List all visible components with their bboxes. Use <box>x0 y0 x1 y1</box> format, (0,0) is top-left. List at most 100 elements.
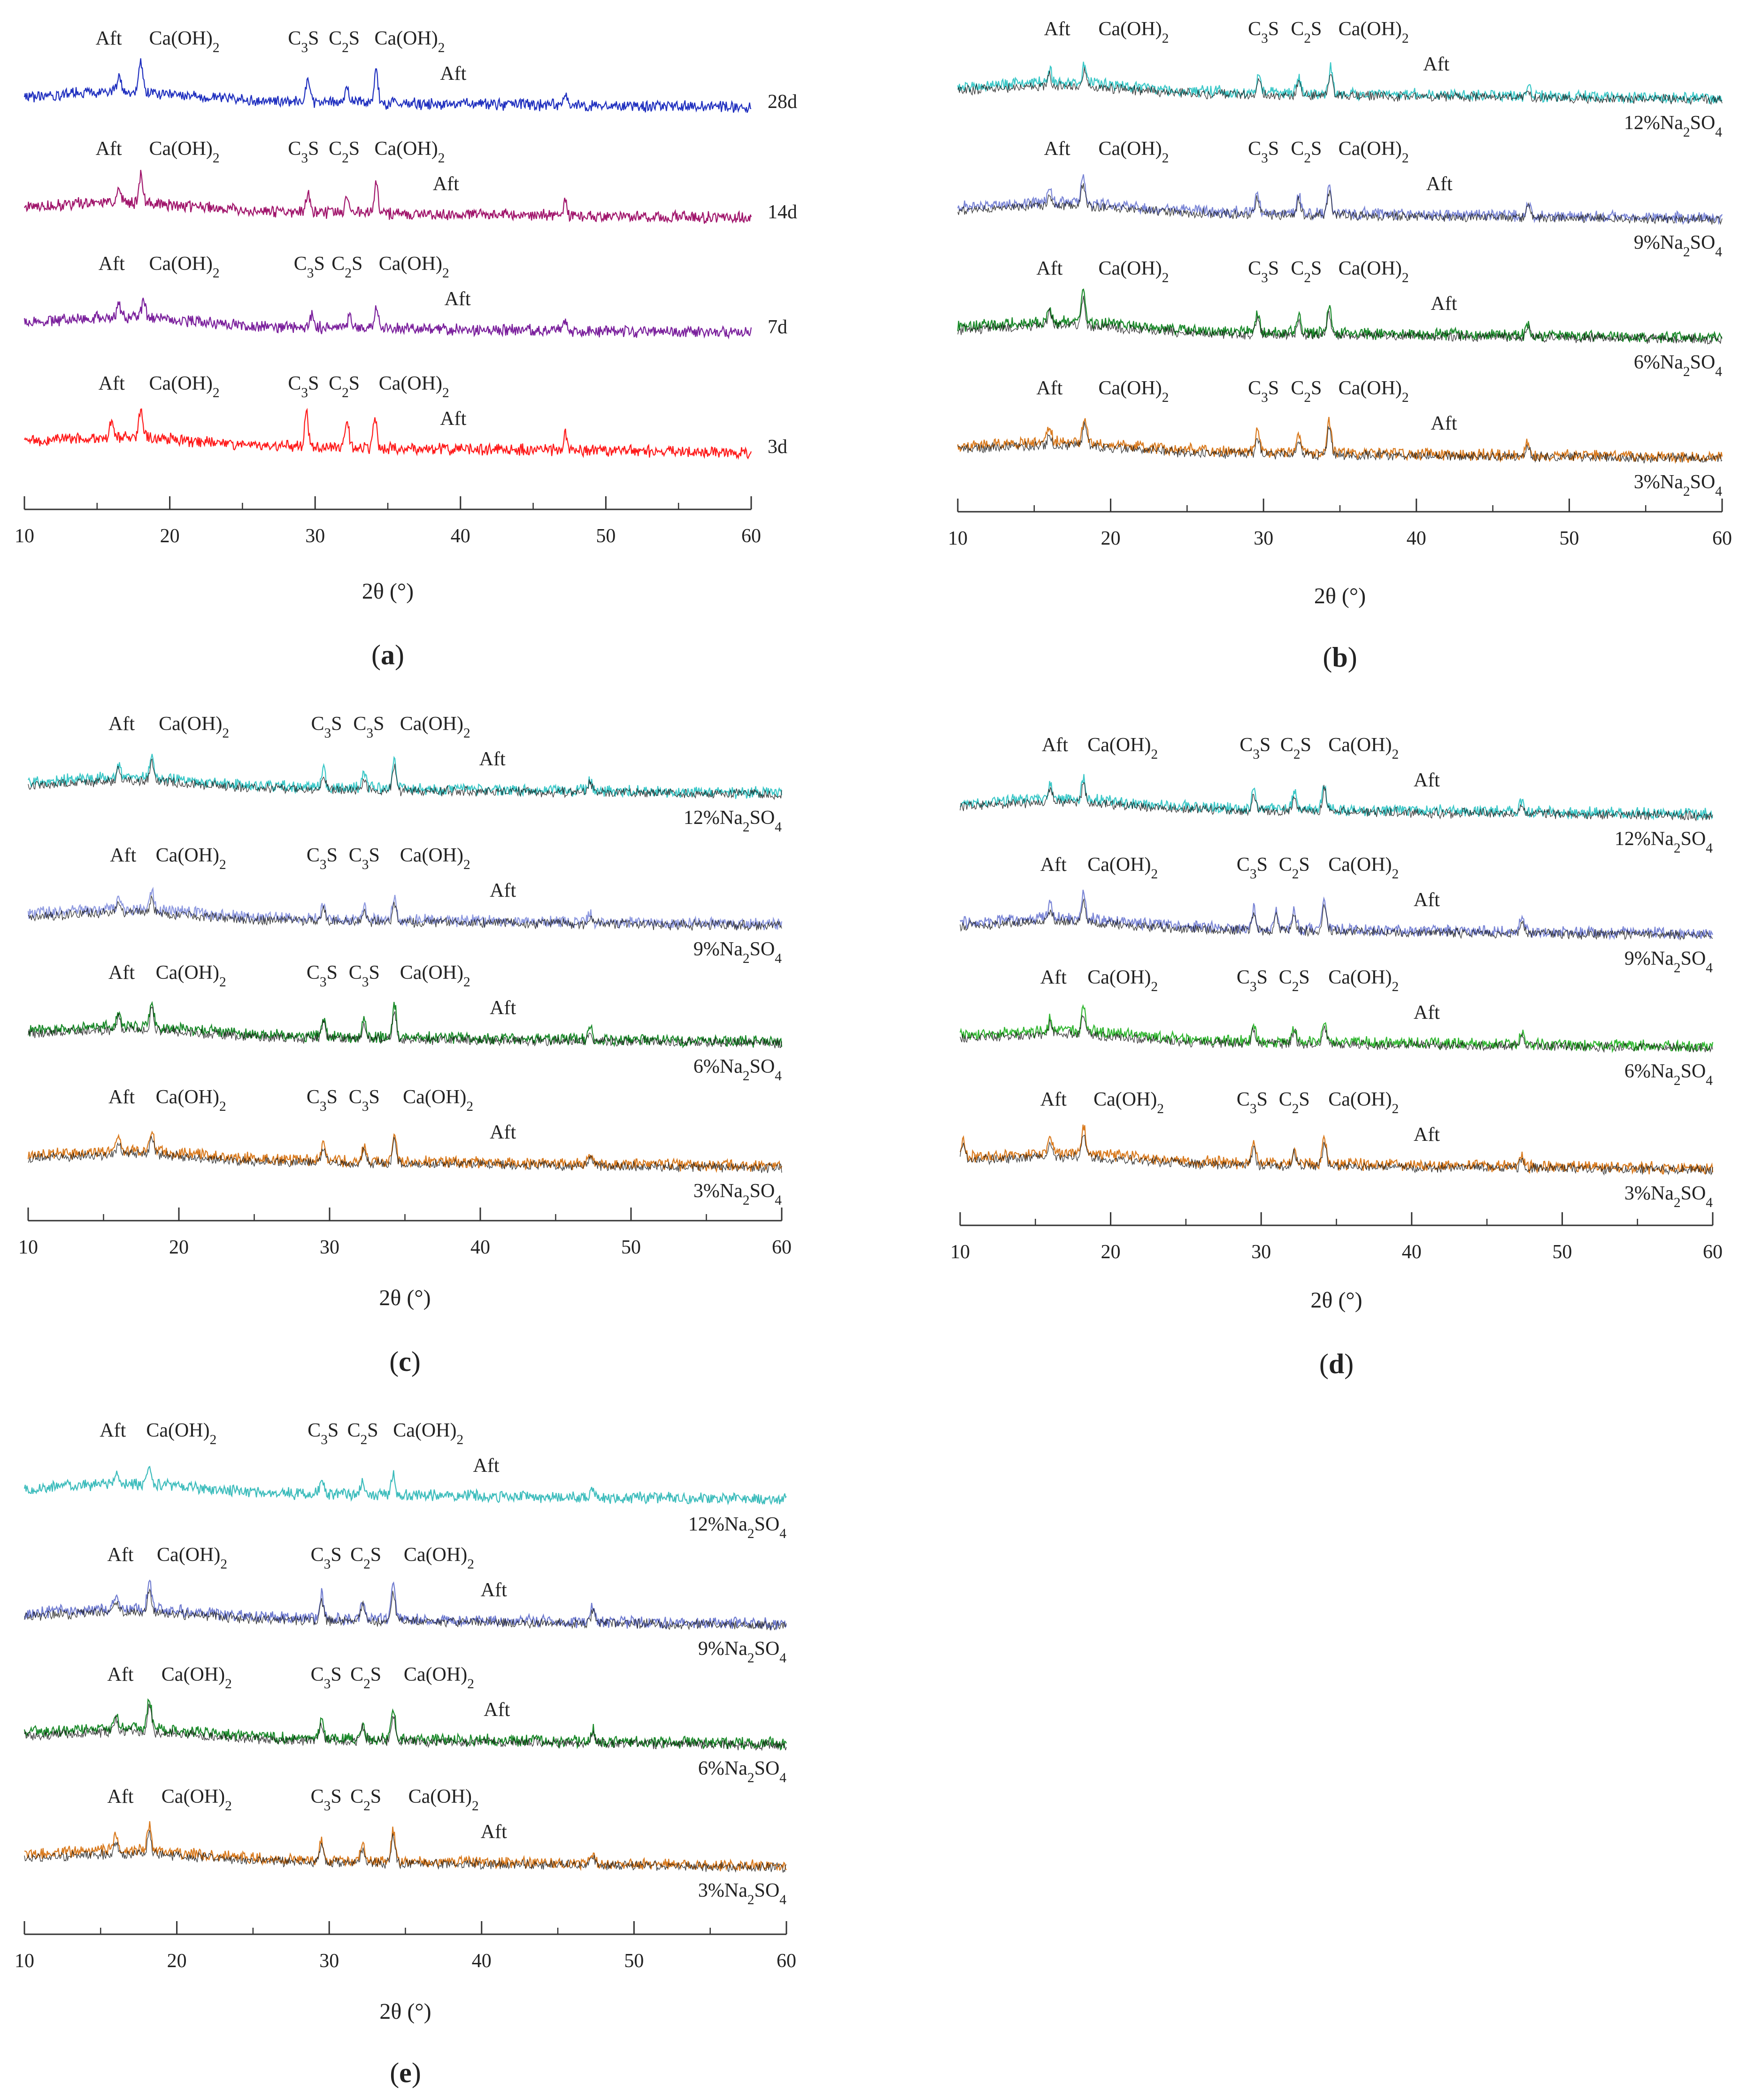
peak-label: C2S <box>329 138 360 166</box>
x-axis-title: 2θ (°) <box>362 579 414 604</box>
series-7d-a: Aft Ca(OH)2 C3S C2S Ca(OH)2 Aft 7d <box>23 253 787 340</box>
peak-label: C3S <box>311 713 342 741</box>
peak-label: Aft <box>490 1122 516 1143</box>
peak-label: Ca(OH)2 <box>379 253 449 281</box>
x-tick-label: 40 <box>1407 528 1426 549</box>
series-12na-d: Aft Ca(OH)2 C3S C2S Ca(OH)2 Aft 12%Na2SO4 <box>960 734 1713 856</box>
peak-label: Ca(OH)2 <box>1328 734 1399 762</box>
series-label: 9%Na2SO4 <box>693 938 782 966</box>
peak-label: C3S <box>349 1086 380 1114</box>
peak-label: Aft <box>107 1544 133 1566</box>
xrd-trace <box>24 169 752 224</box>
peak-label: Ca(OH)2 <box>1339 258 1409 285</box>
peak-label: C3S <box>349 962 380 990</box>
xrd-trace-overlay <box>28 894 782 931</box>
x-tick-label: 40 <box>470 1237 490 1258</box>
peak-label: C2S <box>1280 734 1311 762</box>
peak-label: Ca(OH)2 <box>374 138 445 166</box>
peak-label: C3S <box>288 373 319 400</box>
series-28d-a: Aft Ca(OH)2 C3S C2S Ca(OH)2 Aft 28d <box>23 28 797 113</box>
panel-label: (a) <box>371 639 404 670</box>
peak-label: C3S <box>1239 734 1270 762</box>
peak-label: Aft <box>1414 769 1440 791</box>
x-tick-label: 10 <box>18 1237 38 1258</box>
panel-c: Aft Ca(OH)2 C3S C3S Ca(OH)2 Aft 12%Na2SO4 Aft Ca… <box>18 713 792 1377</box>
peak-label: Ca(OH)2 <box>162 1664 232 1692</box>
series-label: 3d <box>768 436 787 458</box>
series-label: 6%Na2SO4 <box>1624 1061 1713 1088</box>
x-tick-label: 60 <box>1703 1241 1723 1263</box>
xrd-trace-overlay <box>957 67 1723 106</box>
peak-label: Aft <box>490 997 516 1019</box>
peak-label: Aft <box>440 408 466 430</box>
peak-label: C2S <box>350 1786 381 1814</box>
series-12na-b: Aft Ca(OH)2 C3S C2S Ca(OH)2 Aft 12%Na2SO4 <box>957 18 1723 140</box>
peak-label: Aft <box>108 962 135 984</box>
peak-label: C2S <box>1279 1089 1310 1116</box>
x-tick-label: 50 <box>1559 528 1579 549</box>
peak-label: C2S <box>350 1544 381 1572</box>
peak-label: Aft <box>445 288 471 310</box>
peak-label: Aft <box>100 1420 126 1441</box>
xrd-trace-overlay <box>28 758 782 800</box>
x-tick-label: 60 <box>741 525 761 547</box>
peak-label: Ca(OH)2 <box>408 1786 479 1814</box>
series-label: 28d <box>768 91 797 113</box>
series-label: 3%Na2SO4 <box>1634 471 1722 499</box>
xrd-trace <box>957 174 1723 225</box>
xrd-trace <box>23 58 752 113</box>
series-label: 9%Na2SO4 <box>1624 948 1713 976</box>
x-axis-title: 2θ (°) <box>1314 584 1366 608</box>
peak-label: Aft <box>1431 293 1457 315</box>
series-label: 3%Na2SO4 <box>1624 1183 1713 1210</box>
panel-d: Aft Ca(OH)2 C3S C2S Ca(OH)2 Aft 12%Na2SO4 Aft Ca… <box>950 734 1723 1379</box>
x-axis-a: 10 20 30 40 50 60 2θ (°) <box>15 496 761 604</box>
panel-label: (e) <box>390 2057 421 2088</box>
series-12na-e: Aft Ca(OH)2 C3S C2S Ca(OH)2 Aft 12%Na2SO4 <box>23 1420 787 1541</box>
peak-label: Ca(OH)2 <box>1098 138 1169 166</box>
peak-label: Ca(OH)2 <box>1339 18 1409 46</box>
x-tick-label: 30 <box>1251 1241 1271 1263</box>
peak-label: C3S <box>1248 258 1279 285</box>
peak-label: C3S <box>311 1664 342 1692</box>
panel-b: Aft Ca(OH)2 C3S C2S Ca(OH)2 Aft 12%Na2SO4 Aft Ca… <box>948 18 1732 673</box>
peak-label: Ca(OH)2 <box>156 1086 226 1114</box>
peak-label: Aft <box>1036 258 1062 279</box>
xrd-trace-overlay <box>960 1015 1713 1053</box>
xrd-trace-overlay <box>957 421 1723 464</box>
peak-label: Aft <box>1040 967 1067 988</box>
series-9na-e: Aft Ca(OH)2 C3S C2S Ca(OH)2 Aft 9%Na2SO4 <box>23 1544 787 1666</box>
peak-label: Ca(OH)2 <box>1098 18 1169 46</box>
peak-label: C2S <box>329 373 360 400</box>
peak-label: C3S <box>307 962 338 990</box>
panel-label: (b) <box>1323 642 1357 673</box>
x-tick-label: 20 <box>169 1237 189 1258</box>
peak-label: Ca(OH)2 <box>1087 854 1158 882</box>
x-axis-e: 10 20 30 40 50 60 2θ (°) <box>15 1921 796 2024</box>
peak-label: Aft <box>1044 138 1070 160</box>
series-label: 6%Na2SO4 <box>698 1758 786 1785</box>
peak-label: Aft <box>1426 173 1453 195</box>
xrd-trace-overlay <box>24 1830 787 1873</box>
x-tick-label: 40 <box>1402 1241 1422 1263</box>
peak-label: Ca(OH)2 <box>149 373 220 400</box>
peak-label: C2S <box>350 1664 381 1692</box>
series-label: 12%Na2SO4 <box>1624 112 1722 140</box>
xrd-trace <box>27 1131 783 1173</box>
peak-label: Ca(OH)2 <box>1087 734 1158 762</box>
peak-label: Ca(OH)2 <box>1328 967 1399 994</box>
peak-label: Ca(OH)2 <box>1087 967 1158 994</box>
xrd-trace <box>960 1124 1714 1175</box>
peak-label: Ca(OH)2 <box>159 713 229 741</box>
series-6na-c: Aft Ca(OH)2 C3S C3S Ca(OH)2 Aft 6%Na2SO4 <box>28 962 783 1084</box>
x-tick-label: 40 <box>451 525 470 547</box>
peak-label: Aft <box>96 138 122 160</box>
series-label: 7d <box>768 316 787 338</box>
xrd-trace <box>23 298 752 340</box>
xrd-trace <box>28 754 783 799</box>
peak-label: Aft <box>1042 734 1068 756</box>
peak-label: Ca(OH)2 <box>404 1664 474 1692</box>
peak-label: Aft <box>1040 854 1067 876</box>
peak-label: Ca(OH)2 <box>1328 854 1399 882</box>
x-tick-label: 10 <box>950 1241 970 1263</box>
